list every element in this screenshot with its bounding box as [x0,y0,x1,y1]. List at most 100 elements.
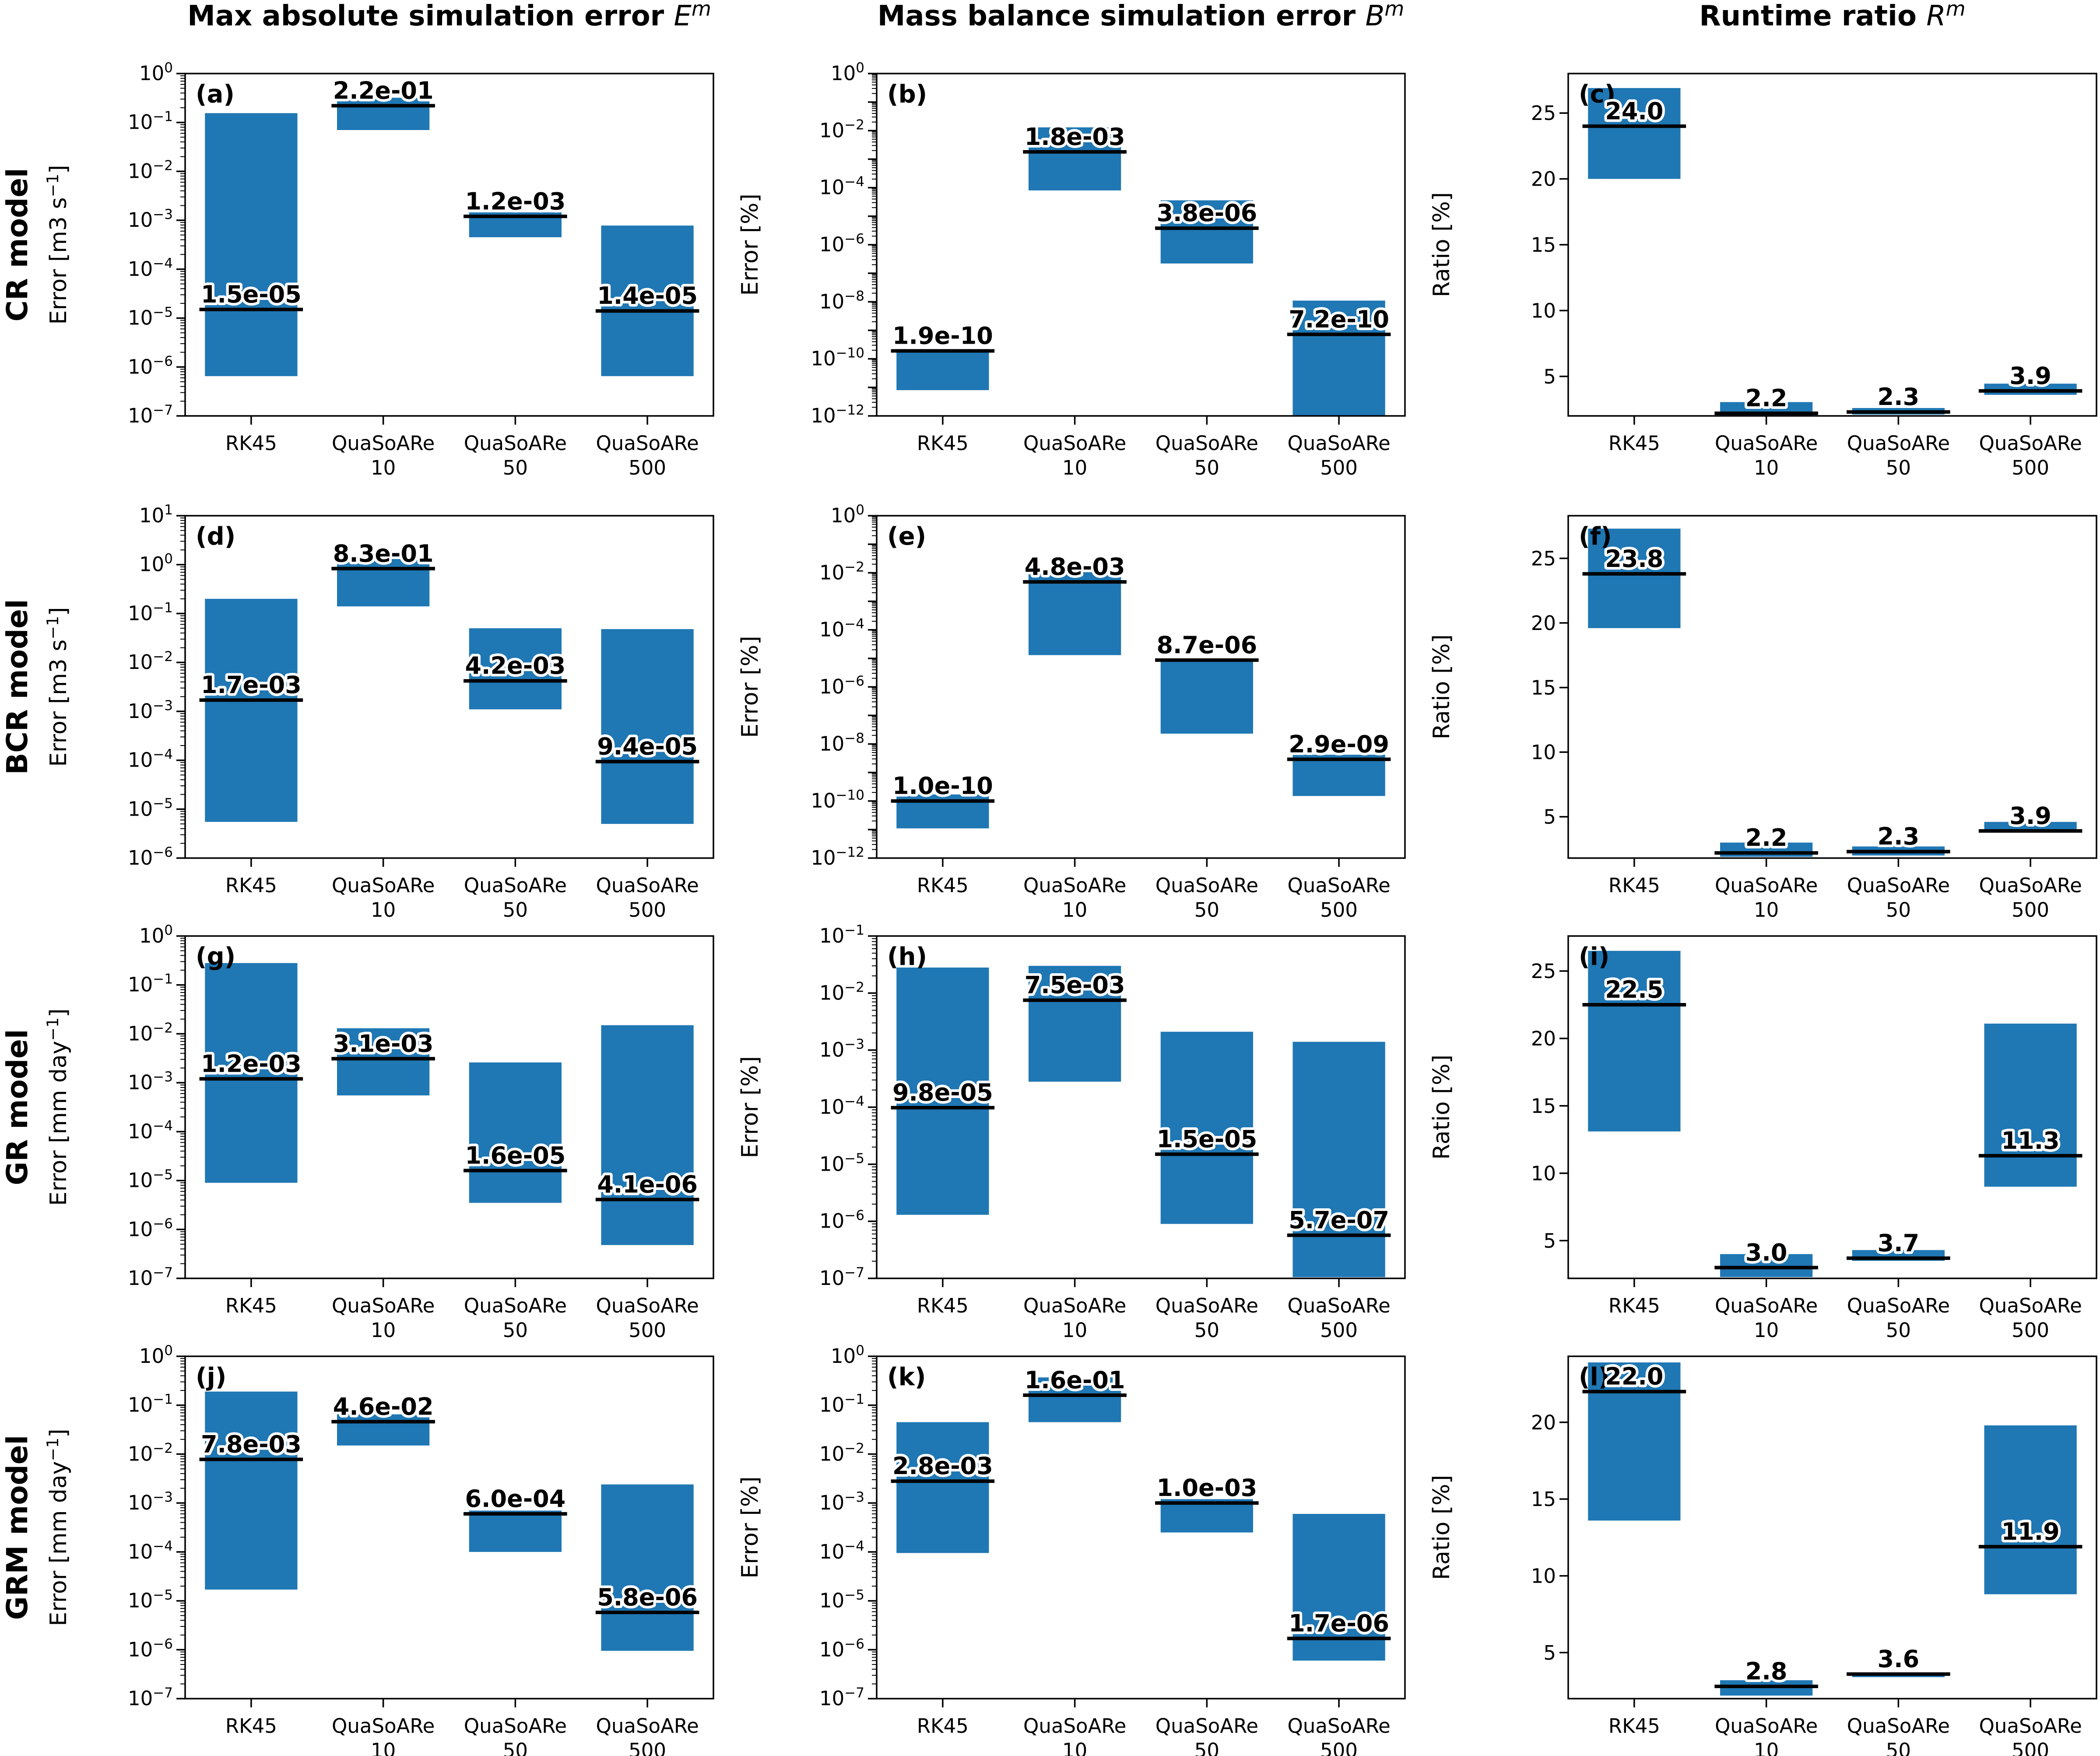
y-tick-label: 10−4 [128,256,173,281]
range-box [337,98,430,130]
range-box [1029,1377,1121,1422]
y-tick-label: 15 [1531,1488,1556,1511]
axes-frame [184,1355,714,1700]
panel-letter: (l) [1579,1363,1609,1391]
x-tick-label: RK45 [917,874,969,897]
median-value-label: 23.8 [1605,545,1663,573]
x-tick-label: RK45 [225,874,277,897]
y-tick-label: 20 [1531,1027,1556,1050]
x-tick-label: QuaSoARe [1715,432,1818,455]
median-value-label: 3.1e-03 [333,1030,434,1057]
median-value-label: 4.1e-06 [597,1171,698,1198]
panel-letter: (k) [887,1363,926,1391]
y-tick-label: 10−10 [811,345,864,370]
panel-letter: (f) [1579,522,1612,551]
y-tick-label: 10−6 [128,845,173,869]
x-tick-label: RK45 [917,432,969,455]
y-tick-label: 10−5 [128,1167,173,1192]
x-tick-label: QuaSoARe [1287,1714,1390,1738]
x-tick-label: QuaSoARe [1155,432,1258,455]
y-tick-label: 10−8 [819,288,864,313]
y-tick-label: 10−1 [819,1392,864,1417]
y-tick-label: 10−2 [128,1020,173,1045]
axes-frame [1567,515,2097,859]
y-tick-label: 10−6 [819,1208,864,1233]
y-axis-label: Error [m3 s−1] [43,607,72,767]
x-tick-label-line2: 500 [629,456,666,479]
x-tick-label: QuaSoARe [1023,1294,1126,1317]
median-value-label: 3.9 [2009,362,2051,390]
y-axis-label: Ratio [%] [1429,634,1455,739]
y-tick-label: 20 [1531,168,1556,191]
y-axis-label: Error [mm day−1] [43,1429,72,1626]
axes-frame [876,1355,1406,1700]
median-value-label: 2.3 [1878,823,1920,850]
y-tick-label: 10−12 [811,845,864,869]
y-tick-label: 25 [1531,102,1556,125]
median-value-label: 1.0e-03 [1156,1474,1257,1502]
y-tick-label: 10−2 [819,117,864,142]
median-value-label: 2.2 [1745,384,1787,412]
x-tick-label: QuaSoARe [1715,1294,1818,1317]
y-tick-label: 5 [1543,806,1556,829]
median-value-label: 6.0e-04 [465,1485,565,1513]
median-value-label: 4.2e-03 [465,652,565,679]
y-tick-label: 10−10 [811,788,864,813]
x-tick-label: QuaSoARe [1287,432,1390,455]
x-tick-label: QuaSoARe [332,874,435,897]
median-value-label: 11.9 [2002,1518,2060,1545]
x-tick-label-line2: 500 [2012,1739,2049,1756]
y-tick-label: 10 [1531,1162,1556,1185]
y-tick-label: 10−7 [819,1685,864,1710]
y-tick-label: 10−6 [128,353,173,378]
y-tick-label: 10 [1531,741,1556,764]
median-value-label: 3.8e-06 [1156,199,1257,227]
median-value-label: 1.8e-03 [1025,123,1125,151]
range-box [205,598,298,822]
median-value-label: 9.4e-05 [597,733,698,760]
x-tick-label-line2: 500 [2012,898,2049,922]
y-tick-label: 10−3 [128,1489,173,1514]
axes-frame [876,515,1406,859]
median-value-label: 1.2e-03 [465,187,565,215]
median-value-label: 1.6e-05 [465,1142,565,1169]
median-value-label: 1.7e-06 [1289,1610,1389,1637]
y-tick-label: 10−12 [811,402,864,427]
median-value-label: 2.9e-09 [1289,730,1389,758]
column-title: Runtime ratio Rm [1699,0,1965,32]
panel-letter: (e) [887,522,926,551]
panel-a: 100 10−1 10−2 10−3 10−4 10−5 10−6 10−7 Error [m3… [43,60,714,479]
x-tick-label: QuaSoARe [464,1714,567,1738]
x-tick-label-line2: 500 [1320,1739,1358,1756]
range-box [1160,1031,1253,1224]
column-title: Max absolute simulation error Em [187,0,711,32]
range-box [1160,200,1253,264]
y-tick-label: 10−5 [128,305,173,330]
panel-letter: (a) [196,80,235,109]
y-tick-label: 100 [139,922,173,947]
y-tick-label: 10−5 [819,1151,864,1175]
y-tick-label: 10−2 [819,1440,864,1465]
y-tick-label: 5 [1543,1229,1556,1253]
y-tick-label: 10−8 [819,730,864,755]
median-value-label: 2.2e-01 [333,77,434,104]
median-value-label: 7.5e-03 [1025,971,1125,999]
range-box [1588,950,1681,1132]
median-value-label: 2.8 [1745,1657,1787,1685]
median-value-label: 24.0 [1605,97,1663,125]
y-tick-label: 10−6 [128,1636,173,1661]
x-tick-label-line2: 10 [371,898,396,922]
x-tick-label-line2: 50 [1194,898,1219,922]
panel-letter: (d) [196,522,235,551]
x-tick-label-line2: 50 [503,456,528,479]
y-tick-label: 10−4 [819,616,864,641]
x-tick-label: QuaSoARe [1847,432,1950,455]
y-tick-label: 10−4 [819,1538,864,1563]
x-tick-label: QuaSoARe [1979,1714,2082,1738]
median-value-label: 4.8e-03 [1025,553,1125,581]
range-box [896,1422,989,1553]
